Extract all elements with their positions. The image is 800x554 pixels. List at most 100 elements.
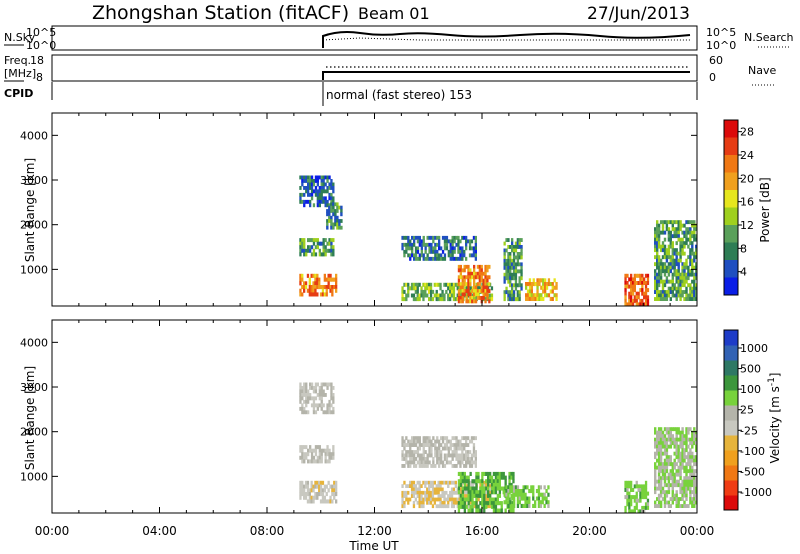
data-cell (437, 497, 440, 502)
data-cell (465, 443, 468, 447)
data-cell (472, 443, 476, 447)
data-cell (299, 488, 302, 493)
power-data-layer (299, 175, 698, 307)
data-cell (335, 281, 338, 286)
data-cell (303, 203, 306, 208)
data-cell (443, 446, 447, 451)
data-cell (633, 277, 636, 282)
data-cell (654, 237, 657, 242)
data-cell (310, 484, 313, 489)
data-cell (471, 508, 474, 513)
data-cell (683, 504, 686, 508)
data-cell (437, 282, 440, 287)
data-cell (314, 192, 318, 197)
data-cell (512, 262, 516, 267)
data-cell (441, 256, 445, 261)
data-cell (453, 443, 456, 447)
data-cell (413, 239, 416, 244)
data-cell (432, 460, 435, 465)
data-cell (418, 457, 421, 461)
data-cell (310, 386, 314, 390)
data-cell (439, 504, 442, 509)
data-cell (324, 410, 327, 415)
data-cell (683, 297, 686, 301)
data-cell (312, 448, 316, 453)
data-cell (656, 451, 659, 456)
data-cell (316, 495, 319, 500)
data-cell (654, 241, 657, 246)
data-cell (299, 399, 302, 404)
data-cell (424, 494, 427, 498)
data-cell (416, 293, 419, 298)
data-cell (463, 249, 466, 254)
x-tick-label: 00:00 (35, 524, 70, 538)
data-cell (681, 504, 684, 508)
data-cell (403, 504, 406, 509)
data-cell (630, 509, 633, 514)
data-cell (685, 427, 688, 432)
data-cell (305, 386, 308, 390)
data-cell (330, 410, 333, 415)
data-cell (518, 255, 521, 260)
data-cell (409, 497, 412, 502)
data-cell (437, 487, 440, 492)
data-cell (486, 264, 489, 269)
data-cell (654, 437, 657, 442)
data-cell (656, 479, 659, 484)
data-cell (669, 237, 672, 242)
data-cell (677, 472, 680, 477)
data-cell (416, 446, 420, 451)
data-patch (299, 273, 338, 297)
data-cell (312, 281, 315, 286)
data-cell (312, 389, 316, 394)
data-cell (328, 182, 331, 187)
data-cell (445, 480, 448, 485)
data-cell (424, 282, 427, 287)
data-cell (449, 293, 452, 298)
data-cell (663, 230, 667, 235)
data-cell (472, 249, 476, 254)
data-cell (681, 479, 684, 484)
data-cell (689, 262, 692, 267)
data-cell (691, 465, 694, 470)
data-cell (310, 238, 314, 243)
data-cell (436, 256, 439, 261)
data-cell (677, 497, 680, 501)
data-cell (654, 500, 657, 505)
data-cell (665, 290, 669, 294)
data-cell (312, 252, 316, 257)
data-cell (330, 241, 333, 246)
data-cell (677, 444, 680, 449)
data-cell (457, 482, 461, 487)
data-cell (524, 496, 527, 501)
data-cell (473, 501, 476, 506)
data-cell (469, 471, 472, 476)
data-cell (428, 256, 431, 261)
data-cell (528, 282, 532, 287)
data-cell (675, 220, 678, 225)
data-cell (424, 249, 427, 254)
data-cell (314, 448, 318, 453)
data-cell (426, 439, 429, 444)
data-cell (504, 508, 507, 513)
data-cell (467, 475, 470, 480)
data-cell (416, 480, 419, 485)
data-cell (303, 285, 306, 290)
data-cell (644, 298, 648, 303)
data-cell (457, 504, 461, 509)
data-cell (485, 504, 488, 509)
data-cell (416, 450, 420, 454)
data-cell (675, 448, 678, 453)
data-cell (322, 389, 325, 394)
data-cell (327, 285, 330, 290)
data-cell (441, 504, 444, 509)
data-cell (656, 272, 659, 277)
data-cell (547, 492, 550, 497)
data-cell (628, 291, 631, 296)
data-patch (299, 445, 335, 464)
data-cell (505, 500, 508, 505)
data-cell (449, 239, 452, 244)
data-cell (428, 242, 431, 247)
data-patch (299, 175, 335, 208)
data-cell (453, 235, 456, 240)
